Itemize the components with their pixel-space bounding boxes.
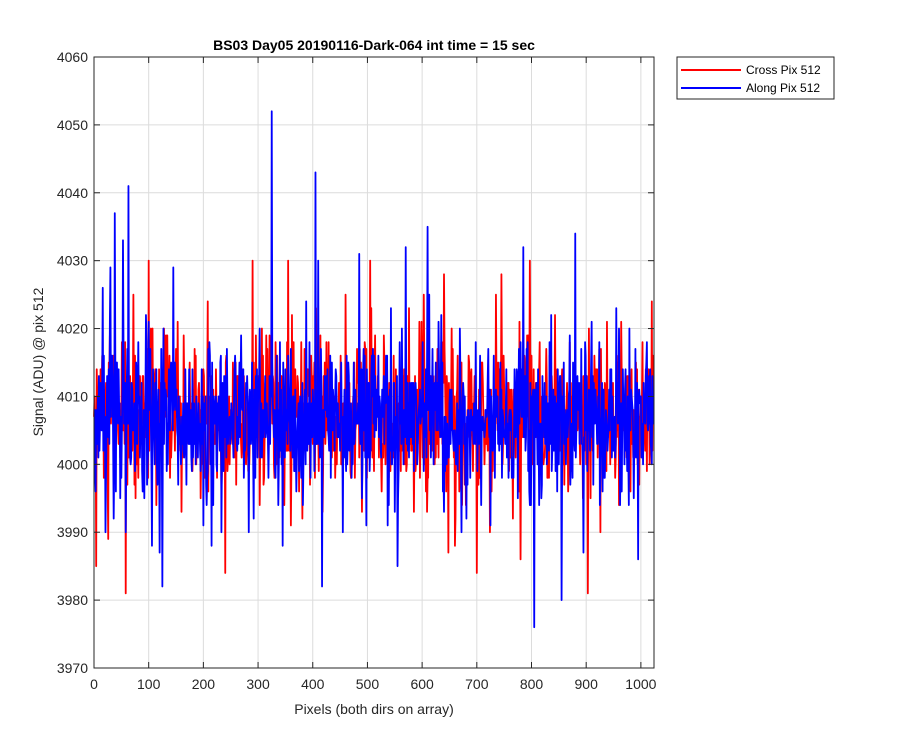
x-tick-label: 100 — [137, 676, 161, 692]
axes-box — [93, 56, 655, 669]
y-tick-label: 4020 — [57, 321, 88, 337]
y-tick-label: 4010 — [57, 388, 88, 404]
legend: Cross Pix 512 Along Pix 512 — [676, 56, 835, 100]
x-tick-label: 300 — [246, 676, 270, 692]
legend-box — [676, 56, 835, 100]
y-axis-ticks: 3970 3980 3990 4000 4010 4020 4030 4040 4050 4060 — [57, 49, 654, 676]
y-tick-label: 4060 — [57, 49, 88, 65]
y-tick-label: 3990 — [57, 524, 88, 540]
y-tick-label: 3970 — [57, 660, 88, 676]
y-tick-label: 3980 — [57, 592, 88, 608]
x-tick-label: 1000 — [625, 676, 656, 692]
series-layer — [93, 110, 655, 629]
y-tick-label: 4050 — [57, 117, 88, 133]
legend-label-along: Along Pix 512 — [746, 81, 820, 95]
x-tick-label: 600 — [410, 676, 434, 692]
x-axis-ticks: 0 100 200 300 400 500 600 700 800 900 1000 — [90, 57, 657, 692]
x-tick-label: 400 — [301, 676, 325, 692]
y-axis-label: Signal (ADU) @ pix 512 — [30, 287, 46, 436]
y-tick-label: 4000 — [57, 456, 88, 472]
series-line-along — [93, 110, 655, 629]
x-tick-label: 900 — [575, 676, 599, 692]
x-tick-label: 200 — [192, 676, 216, 692]
legend-label-cross: Cross Pix 512 — [746, 63, 821, 77]
x-tick-label: 700 — [465, 676, 489, 692]
x-tick-label: 0 — [90, 676, 98, 692]
x-tick-label: 500 — [356, 676, 380, 692]
x-axis-label: Pixels (both dirs on array) — [294, 701, 454, 717]
y-tick-label: 4030 — [57, 253, 88, 269]
y-tick-label: 4040 — [57, 185, 88, 201]
chart-title: BS03 Day05 20190116-Dark-064 int time = … — [213, 37, 535, 53]
x-tick-label: 800 — [520, 676, 544, 692]
